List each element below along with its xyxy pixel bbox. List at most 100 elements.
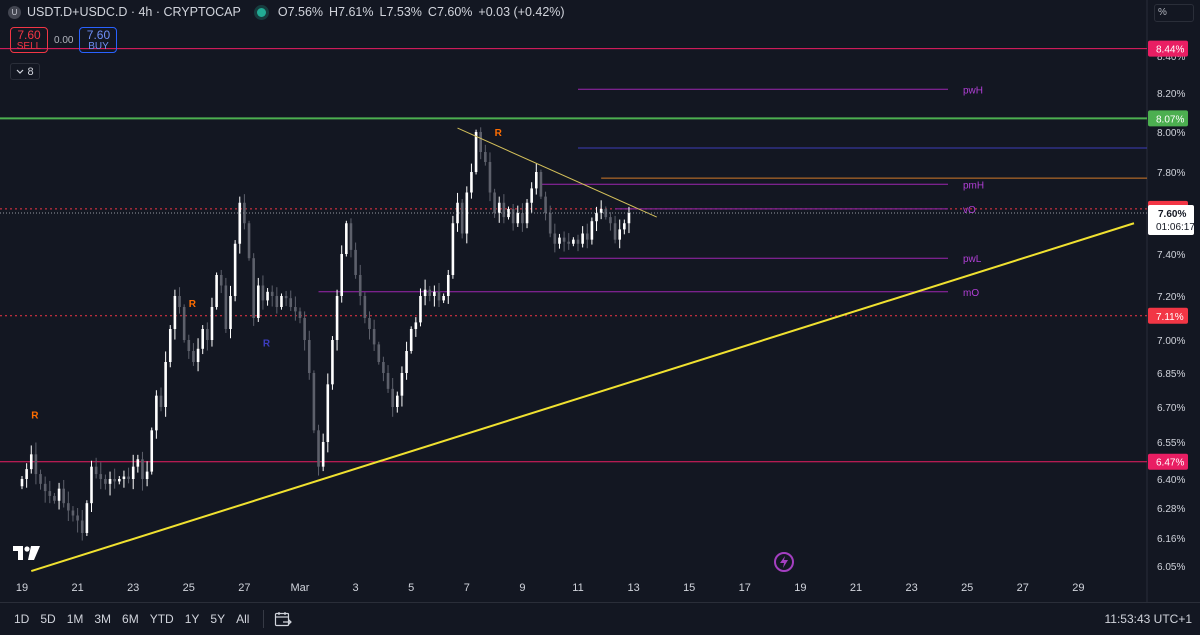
candle-body [465, 192, 469, 234]
x-tick-label: 23 [127, 582, 139, 594]
current-price-label: 7.60% [1158, 209, 1186, 220]
timeframe-ytd[interactable]: YTD [149, 612, 174, 626]
candle-body [150, 430, 154, 472]
sell-label: SELL [16, 41, 42, 52]
y-tick-label: 6.70% [1157, 403, 1185, 414]
x-tick-label: 21 [850, 582, 862, 594]
timeframe-all[interactable]: All [236, 612, 250, 626]
timeframe-5d[interactable]: 5D [40, 612, 56, 626]
candle-body [76, 515, 79, 521]
candle-body [419, 296, 422, 323]
x-tick-label: 13 [627, 582, 639, 594]
timeframe-6m[interactable]: 6M [122, 612, 139, 626]
candle-body [562, 237, 566, 242]
candle-body [335, 296, 339, 340]
bar-countdown-label: 01:06:17 [1156, 222, 1195, 233]
candle-body [62, 488, 65, 504]
candle-body [544, 196, 547, 213]
key-level-label: mO [963, 288, 979, 299]
candle-body [363, 296, 367, 318]
candle-body [53, 495, 56, 501]
candle-body [623, 223, 626, 230]
timeframe-1m[interactable]: 1M [66, 612, 84, 626]
lightning-icon[interactable] [774, 552, 794, 572]
y-tick-label: 6.05% [1157, 562, 1185, 573]
candle-body [558, 237, 561, 244]
indicators-toggle[interactable]: 8 [10, 63, 40, 80]
x-tick-label: 7 [464, 582, 470, 594]
symbol-title[interactable]: USDT.D+USDC.D · 4h · CRYPTOCAP [27, 5, 241, 19]
candle-body [294, 307, 297, 312]
trendline [457, 127, 657, 218]
candle-body [284, 296, 288, 299]
candle-body [155, 395, 158, 431]
candle-body [224, 285, 228, 329]
sell-button[interactable]: 7.60 SELL [10, 27, 48, 53]
change-value: +0.03 (+0.42%) [478, 5, 565, 19]
y-tick-label: 6.16% [1157, 534, 1185, 545]
spread-value: 0.00 [54, 34, 74, 46]
candle-body [247, 223, 251, 259]
candle-body [39, 474, 42, 484]
price-badge [1148, 110, 1188, 127]
candle-body [382, 362, 385, 373]
price-chart[interactable]: pwH pmH vO pwL mO R R R R 6.05% 6.16% 6.28% 6.40% 6… [0, 0, 1200, 602]
candle-body [572, 239, 575, 244]
high-label: H [329, 5, 339, 19]
x-tick-label: 19 [794, 582, 806, 594]
candle-body [599, 208, 603, 213]
candle-body [428, 289, 432, 296]
open-label: O [277, 5, 288, 19]
timeframe-1y[interactable]: 1Y [184, 612, 200, 626]
candle-body [349, 223, 353, 250]
candle-body [618, 229, 621, 240]
x-tick-label: 27 [1017, 582, 1029, 594]
chevron-down-icon [17, 69, 24, 74]
candle-body [192, 351, 195, 362]
symbol-icon[interactable]: U [8, 5, 21, 19]
candle-body [530, 188, 533, 203]
candle-body [326, 384, 330, 442]
candle-body [595, 213, 598, 222]
candle-body [433, 291, 436, 296]
indicators-count: 8 [27, 65, 34, 78]
candle-body [307, 340, 311, 373]
candle-body [25, 469, 28, 479]
timeframe-5y[interactable]: 5Y [210, 612, 226, 626]
candle-body [182, 307, 186, 340]
clock[interactable]: 11:53:43 UTC+1 [1104, 612, 1193, 626]
buy-price: 7.60 [86, 28, 111, 42]
key-level-label: pwL [963, 254, 982, 265]
key-level-label: vO [963, 205, 976, 216]
candle-body [484, 152, 487, 162]
candle-body [581, 233, 584, 244]
timeframe-3m[interactable]: 3M [94, 612, 112, 626]
candle-body [340, 254, 343, 296]
candle-body [377, 344, 381, 362]
signal-marker: R [263, 339, 271, 350]
bottom-toolbar: 1D 5D 1M 3M 6M YTD 1Y 5Y All 11:53:43 UT… [0, 602, 1200, 635]
calendar-icon[interactable] [274, 611, 293, 627]
low-value: 7.53% [386, 5, 422, 19]
price-badge-label: 8.44% [1156, 45, 1184, 56]
x-tick-label: 29 [1072, 582, 1084, 594]
key-level-label: pmH [963, 180, 984, 191]
y-tick-label: 6.55% [1157, 438, 1185, 449]
candle-body [567, 241, 571, 244]
candle-body [71, 510, 75, 516]
candle-body [145, 471, 149, 479]
candle-body [331, 340, 334, 385]
candle-body [511, 208, 515, 224]
close-label: C [427, 5, 437, 19]
x-tick-label: 25 [183, 582, 195, 594]
buy-button[interactable]: 7.60 BUY [79, 27, 118, 53]
candle-body [215, 275, 218, 307]
sell-price: 7.60 [17, 28, 41, 42]
price-badge [1148, 453, 1188, 470]
candle-body [446, 275, 450, 296]
timeframe-1d[interactable]: 1D [14, 612, 30, 626]
candle-body [456, 202, 459, 224]
scale-mode-button[interactable]: % [1154, 4, 1194, 22]
candle-body [507, 208, 510, 218]
price-badge-label: 6.47% [1156, 458, 1184, 469]
